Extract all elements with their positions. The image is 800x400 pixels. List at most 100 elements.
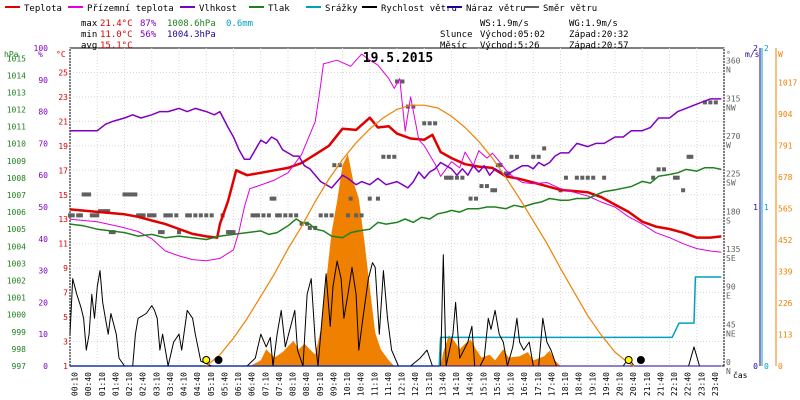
hpa-tick-label: 1005 [7,225,26,234]
percent-tick-label: 50 [38,203,48,212]
solar-tick-label: 452 [778,236,793,245]
wind-direction-mark [141,213,146,218]
wind-direction-mark [253,213,258,218]
hpa-tick-label: 1000 [7,311,26,320]
x-tick-label: 16:10 [507,372,516,396]
sunset-label: Západ:20:32 [569,30,629,40]
direction-tick-label: 0 [726,358,731,367]
solar-tick-label: 113 [778,330,793,339]
wind-direction-mark [411,104,416,109]
direction-tick-label: SW [726,179,736,188]
moonset-marker [636,356,645,364]
stat-value: avg [81,41,97,51]
wind-direction-mark [261,213,266,218]
x-tick-label: 02:10 [125,372,134,396]
rain-tick-label: 2 [764,44,769,53]
x-tick-label: 00:40 [84,372,93,396]
x-axis-label: čas [733,370,748,380]
wind-direction-mark [585,175,590,180]
wind-direction-mark [454,175,459,180]
x-tick-label: 03:10 [152,372,161,396]
percent-tick-label: 90 [38,76,48,85]
direction-axis-unit: ° [726,50,731,59]
wind-direction-mark [392,154,397,159]
wind-direction-mark [422,121,427,126]
wind-direction-mark [68,213,72,218]
wind-direction-mark [108,230,113,235]
wind-direction-mark [136,213,141,218]
x-tick-label: 12:10 [398,372,407,396]
wind-direction-mark [332,163,337,168]
wind-direction-mark [444,175,449,180]
hpa-tick-label: 1002 [7,277,26,286]
hpa-tick-label: 999 [12,328,27,337]
wind-direction-mark [318,213,323,218]
wind-direction-mark [103,209,108,214]
sunrise-marker [202,356,211,364]
wind-tick-label: 1 [753,203,758,212]
direction-tick-label: N [726,66,731,75]
direction-tick-label: 90 [726,283,736,292]
legend-label: Náraz větru [466,4,526,14]
hpa-tick-label: 1006 [7,208,26,217]
direction-tick-label: SE [726,254,736,263]
percent-tick-label: 80 [38,108,48,117]
x-tick-label: 21:10 [643,372,652,396]
sr-ky-line [70,276,722,367]
wind-direction-mark [166,213,171,218]
wind-direction-mark [580,175,585,180]
wind-direction-mark [138,213,143,218]
wind-speed-label: WS:1.9m/s [480,19,529,29]
wind-direction-mark [266,213,271,218]
wind-direction-mark [460,175,465,180]
rain-tick-label: 1 [764,203,769,212]
hpa-tick-label: 1008 [7,174,26,183]
wind-direction-mark [427,121,432,126]
wind-direction-mark [656,167,661,172]
wind-direction-mark [87,192,92,197]
hpa-tick-label: 998 [12,345,27,354]
wind-direction-mark [337,163,342,168]
wind-direction-mark [313,225,318,230]
wind-direction-mark [479,184,484,189]
x-tick-label: 06:10 [234,372,243,396]
wind-direction-mark [168,213,173,218]
celsius-tick-label: 13 [58,215,68,224]
wind-direction-mark [76,213,81,218]
legend-label: Teplota [24,4,62,14]
celsius-tick-label: 7 [63,289,68,298]
direction-tick-label: 225 [726,170,741,179]
wind-direction-mark [92,213,97,218]
wind-direction-mark [449,175,454,180]
x-tick-label: 01:40 [111,372,120,396]
wind-direction-mark [299,221,304,226]
rain-tick-label: 0 [764,362,769,371]
wind-direction-mark [651,175,656,180]
x-tick-label: 04:40 [193,372,202,396]
chart-title: 19.5.2015 [363,51,433,66]
wind-direction-mark [272,196,277,201]
wind-direction-mark [256,213,261,218]
wind-direction-mark [95,213,100,218]
wind-direction-mark [269,196,274,201]
wind-direction-mark [702,100,707,105]
vlhkost-line [70,98,722,189]
x-tick-label: 15:40 [493,372,502,396]
celsius-tick-label: 5 [63,313,68,322]
wind-direction-mark [686,154,691,159]
direction-tick-label: 180 [726,207,741,216]
x-tick-label: 13:40 [438,372,447,396]
direction-tick-label: 135 [726,245,741,254]
stat-value: 87% [140,19,157,29]
wind-direction-mark [490,188,495,193]
hpa-tick-label: 1012 [7,106,26,115]
wind-direction-mark [130,192,135,197]
x-tick-label: 07:10 [261,372,270,396]
x-tick-label: 00:10 [71,372,80,396]
wind-direction-mark [198,213,203,218]
x-tick-label: 11:10 [370,372,379,396]
celsius-axis-unit: °C [56,50,66,59]
wind-direction-mark [288,213,293,218]
wind-direction-mark [345,213,350,218]
stat-value: 0.6mm [226,19,253,29]
